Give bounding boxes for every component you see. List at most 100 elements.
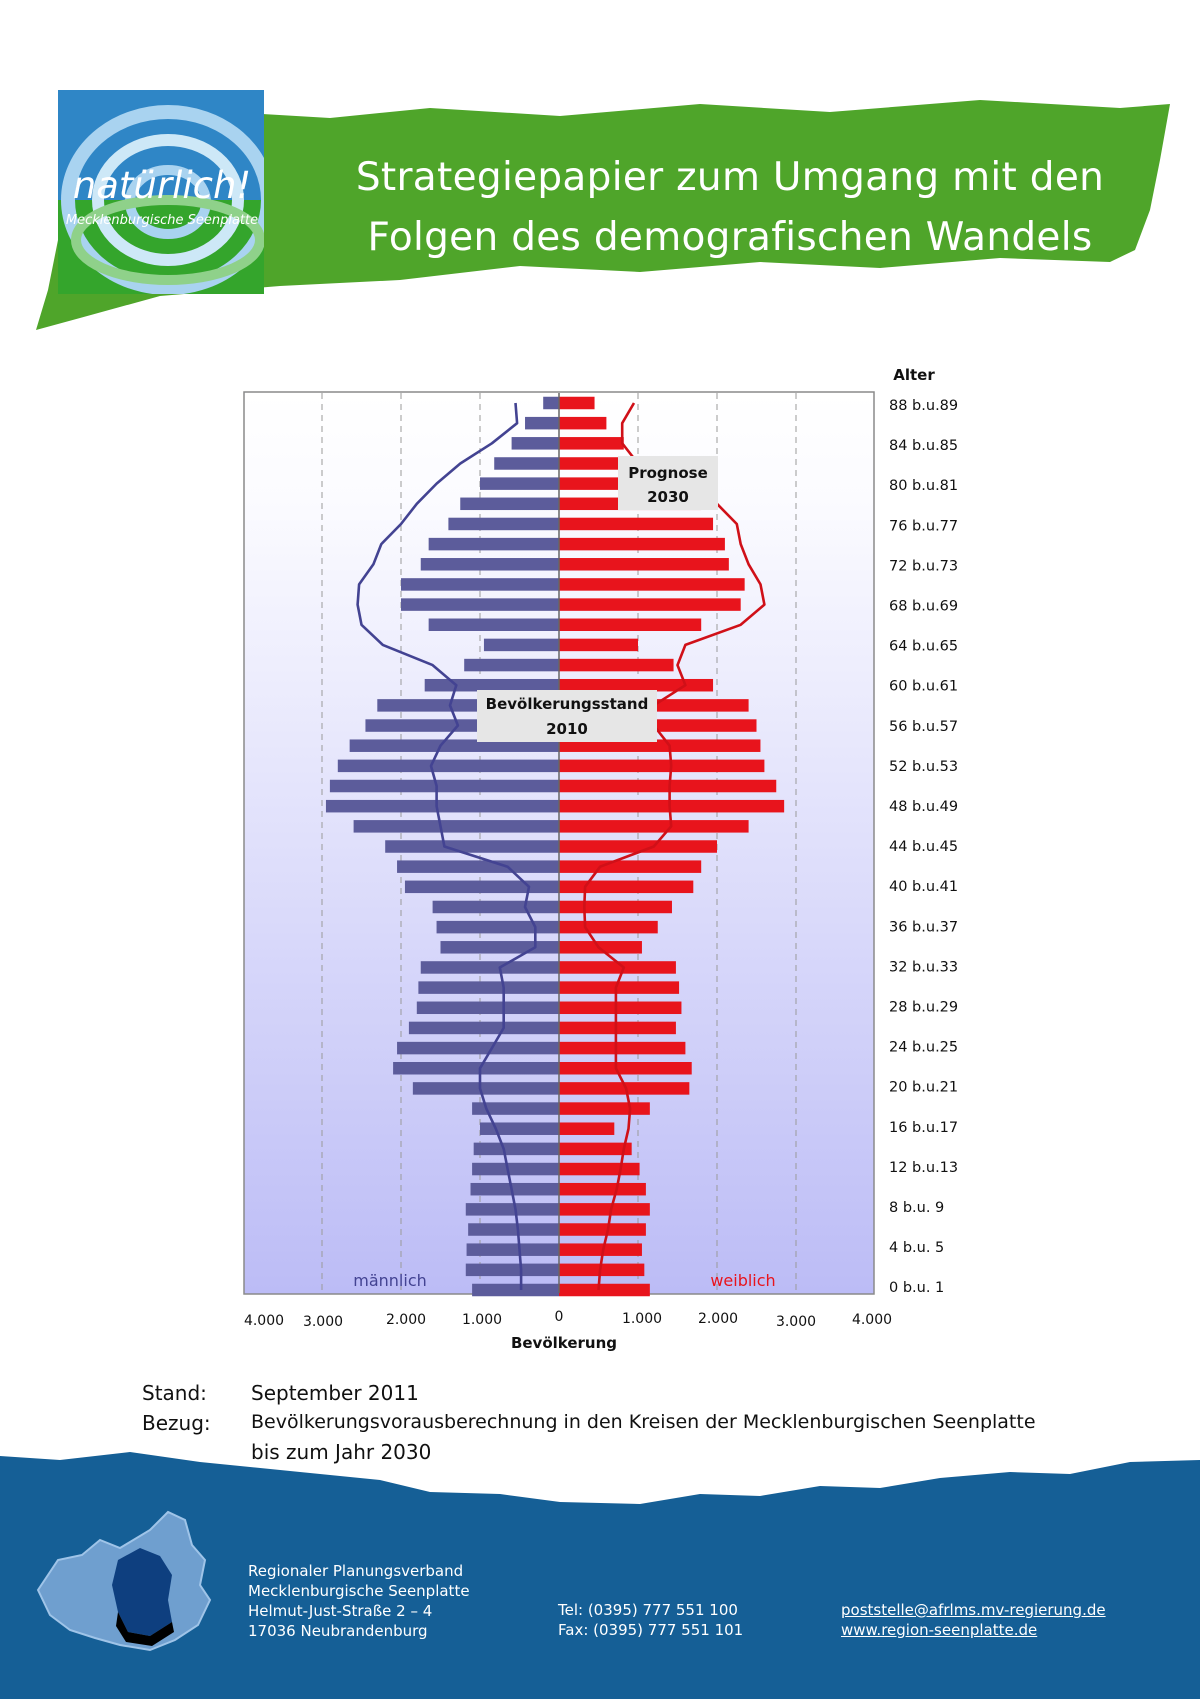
page-title: Strategiepapier zum Umgang mit den Folge… <box>280 148 1180 268</box>
org-line-2: Mecklenburgische Seenplatte <box>248 1582 470 1600</box>
bar-female <box>559 396 595 410</box>
x-tick-label: 2.000 <box>698 1311 738 1327</box>
bar-male <box>470 1182 559 1196</box>
annotation-prognose-line2: 2030 <box>647 488 689 506</box>
bar-male <box>385 840 559 853</box>
stand-value: September 2011 <box>251 1381 419 1405</box>
x-tick-label: 0 <box>555 1309 564 1325</box>
bar-female <box>559 1041 686 1055</box>
bar-female <box>559 1243 642 1256</box>
annotation-prognose: Prognose 2030 <box>618 456 718 510</box>
bar-female <box>559 900 672 914</box>
annotation-prognose-line1: Prognose <box>628 464 708 482</box>
bar-male <box>468 1223 559 1236</box>
org-line-4: 17036 Neubrandenburg <box>248 1622 428 1640</box>
y-tick-label: 52 b.u.53 <box>889 759 958 775</box>
logo-sub-text: Mecklenburgische Seenplatte <box>66 213 258 228</box>
bar-male <box>466 1243 559 1256</box>
x-tick-label: 3.000 <box>303 1314 343 1330</box>
y-tick-label: 84 b.u.85 <box>889 438 958 454</box>
bar-female <box>559 1203 650 1216</box>
bar-female <box>559 820 749 833</box>
bar-male <box>329 779 559 793</box>
bar-female <box>559 840 717 853</box>
y-tick-label: 80 b.u.81 <box>889 478 958 494</box>
footer-band <box>0 1452 1200 1699</box>
y-tick-label: 36 b.u.37 <box>889 919 958 935</box>
phone-number: Tel: (0395) 777 551 100 <box>558 1601 738 1619</box>
bar-male <box>436 920 559 934</box>
bar-male <box>404 880 559 894</box>
bar-female <box>559 678 714 692</box>
bar-female <box>559 1001 682 1015</box>
x-tick-label: 3.000 <box>776 1314 816 1330</box>
y-tick-label: 72 b.u.73 <box>889 558 958 574</box>
bar-male <box>480 1122 559 1135</box>
y-tick-label: 28 b.u.29 <box>889 1000 958 1016</box>
footer-links: poststelle@afrlms.mv-regierung.de www.re… <box>841 1600 1106 1640</box>
bar-male <box>473 1142 559 1156</box>
bar-female <box>559 618 702 631</box>
bar-female <box>559 558 729 571</box>
bar-female <box>559 658 674 672</box>
bar-female <box>559 1283 650 1297</box>
bar-male <box>418 981 559 994</box>
y-tick-labels: 88 b.u.89 84 b.u.85 80 b.u.81 76 b.u.77 72 b… <box>889 398 958 1296</box>
bar-female <box>559 920 658 934</box>
bar-female <box>559 880 694 894</box>
website-link[interactable]: www.region-seenplatte.de <box>841 1621 1038 1639</box>
bezug-value-line2: bis zum Jahr 2030 <box>251 1440 432 1464</box>
bar-male <box>543 396 559 410</box>
annotation-stand-line1: Bevölkerungsstand <box>486 695 649 713</box>
bar-female <box>559 578 745 591</box>
y-tick-label: 40 b.u.41 <box>889 879 958 895</box>
bars <box>325 396 785 1297</box>
annotation-stand-line2: 2010 <box>546 720 588 738</box>
y-tick-label: 16 b.u.17 <box>889 1120 958 1136</box>
bar-female <box>559 537 725 551</box>
title-line-1: Strategiepapier zum Umgang mit den <box>355 155 1105 200</box>
population-pyramid-chart: Prognose 2030 Bevölkerungsstand 2010 män… <box>243 366 958 1352</box>
email-link[interactable]: poststelle@afrlms.mv-regierung.de <box>841 1601 1106 1619</box>
green-banner-shape <box>36 100 1170 330</box>
bar-female <box>559 860 702 873</box>
footer-contact: Tel: (0395) 777 551 100 Fax: (0395) 777 … <box>558 1600 743 1640</box>
bar-female <box>559 1142 632 1156</box>
bar-female <box>559 1021 676 1035</box>
bar-male <box>525 416 559 430</box>
x-axis-label: Bevölkerung <box>511 1334 617 1352</box>
y-tick-label: 60 b.u.61 <box>889 679 958 695</box>
bar-male <box>397 860 559 873</box>
bar-female <box>559 416 607 430</box>
x-tick-label: 1.000 <box>622 1311 662 1327</box>
bar-male <box>349 739 559 752</box>
footer-address: Regionaler Planungsverband Mecklenburgis… <box>248 1561 470 1641</box>
footer-band-shape <box>0 1452 1200 1699</box>
bar-male <box>432 900 559 914</box>
title-line-2: Folgen des demografischen Wandels <box>367 215 1093 260</box>
bar-male <box>465 1203 559 1216</box>
bar-male <box>416 1001 559 1015</box>
org-line-3: Helmut-Just-Straße 2 – 4 <box>248 1602 433 1620</box>
header-banner <box>36 100 1170 330</box>
logo: natürlich! Mecklenburgische Seenplatte <box>58 90 275 295</box>
bar-female <box>559 517 714 531</box>
x-tick-label: 4.000 <box>852 1312 892 1328</box>
y-tick-label: 76 b.u.77 <box>889 518 958 534</box>
annotation-stand-box <box>477 690 657 742</box>
bar-male <box>337 759 559 773</box>
bar-male <box>483 638 559 652</box>
bar-female <box>559 779 777 793</box>
y-tick-label: 64 b.u.65 <box>889 639 958 655</box>
stand-label: Stand: <box>142 1381 207 1405</box>
bar-female <box>559 1062 692 1075</box>
y-tick-label: 12 b.u.13 <box>889 1160 958 1176</box>
bar-male <box>420 558 559 571</box>
bar-female <box>559 759 765 773</box>
fax-number: Fax: (0395) 777 551 101 <box>558 1621 744 1639</box>
bezug-value-line1: Bevölkerungsvorausberechnung in den Krei… <box>251 1411 1036 1433</box>
bar-male <box>494 457 559 470</box>
bar-female <box>559 1122 615 1135</box>
forecast-line-female <box>582 402 766 1291</box>
side-label-female: weiblich <box>710 1271 775 1290</box>
